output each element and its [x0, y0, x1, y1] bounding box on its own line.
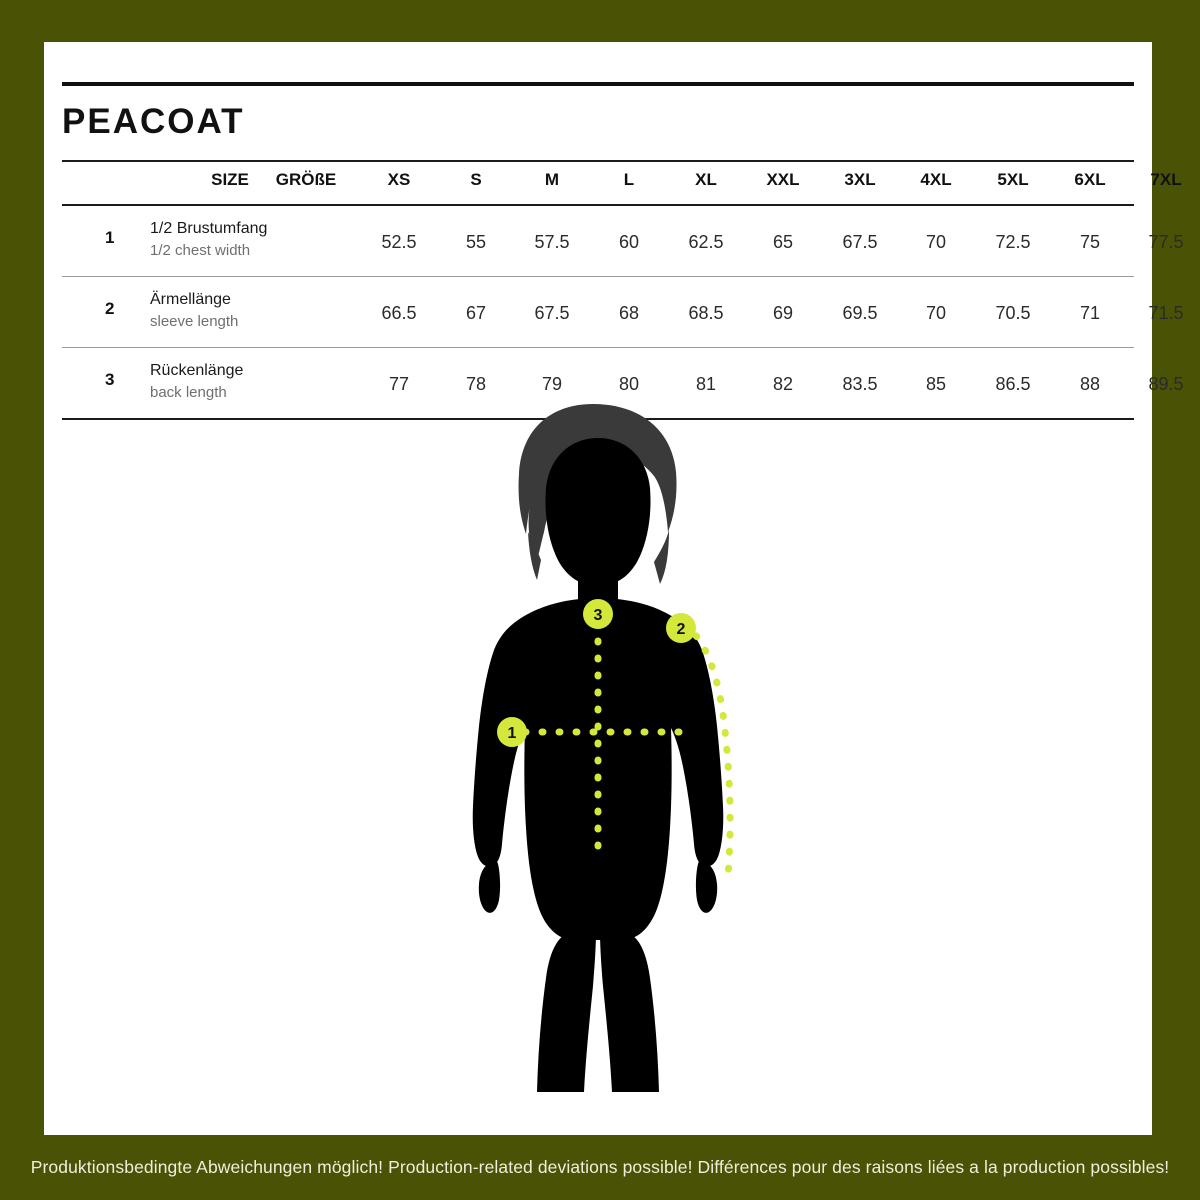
- footer-note-bar: Produktionsbedingte Abweichungen möglich…: [0, 1135, 1200, 1200]
- table-row: 1 1/2 Brustumfang 1/2 chest width 52.5 55 57.…: [62, 206, 1184, 276]
- measurement-value: 80: [618, 374, 640, 394]
- measurement-value: 89.5: [1148, 374, 1184, 394]
- column-header-size_de: GRÖßE: [275, 170, 337, 189]
- column-header-xxl: XXL: [766, 170, 800, 189]
- row-label: 1/2 Brustumfang 1/2 chest width: [150, 218, 350, 261]
- column-header-l: L: [623, 170, 635, 189]
- measurement-value: 60: [618, 232, 640, 252]
- hand-left: [478, 861, 501, 913]
- table-row: 2 Ärmellänge sleeve length 66.5 67 67.5 68 68.5…: [62, 277, 1184, 347]
- column-header-5xl: 5XL: [997, 170, 1029, 189]
- measurement-value: 55: [465, 232, 487, 252]
- svg-text:3: 3: [594, 607, 603, 624]
- measurement-value: 78: [465, 374, 487, 394]
- column-header-4xl: 4XL: [920, 170, 952, 189]
- row-divider: [62, 347, 1134, 348]
- measurement-value: 57.5: [534, 232, 570, 252]
- row-label-en: 1/2 chest width: [150, 242, 251, 259]
- measurement-value: 88: [1079, 374, 1101, 394]
- torso-shape: [472, 598, 724, 940]
- measurement-value: 67.5: [534, 303, 570, 323]
- measurement-value: 67: [465, 303, 487, 323]
- row-label-en: back length: [150, 384, 227, 401]
- marker-3[interactable]: 3: [583, 599, 613, 629]
- measure-line-sleeve-length: [680, 620, 734, 880]
- row-label: Ärmellänge sleeve length: [150, 289, 350, 332]
- table-body: 1 1/2 Brustumfang 1/2 chest width 52.5 55 57.…: [62, 206, 1184, 420]
- measurement-value: 69.5: [842, 303, 878, 323]
- marker-2[interactable]: 2: [666, 613, 696, 643]
- measurement-value: 83.5: [842, 374, 878, 394]
- measurement-value: 77.5: [1148, 232, 1184, 252]
- hair-sideburn-right: [654, 530, 669, 584]
- measurement-value: 82: [772, 374, 794, 394]
- measurement-value: 70: [925, 232, 947, 252]
- column-header-6xl: 6XL: [1074, 170, 1106, 189]
- measurement-value: 70.5: [995, 303, 1031, 323]
- measurement-value: 71: [1079, 303, 1101, 323]
- row-number: 2: [105, 299, 115, 318]
- title-divider: [62, 82, 1134, 86]
- table-header-row: SIZE GRÖßE XS S M L XL XXL 3XL 4XL 5XL 6XL 7XL: [62, 162, 1181, 204]
- measurement-value: 70: [925, 303, 947, 323]
- measurement-value: 71.5: [1148, 303, 1184, 323]
- measurement-value: 77: [388, 374, 410, 394]
- page-title: PEACOAT: [62, 102, 245, 141]
- body-measurement-figure: 3 2 1: [44, 392, 1152, 1092]
- row-number: 3: [105, 370, 115, 389]
- measurement-value: 85: [925, 374, 947, 394]
- column-header-3xl: 3XL: [844, 170, 876, 189]
- male-silhouette-diagram: 3 2 1: [472, 404, 734, 1092]
- marker-1[interactable]: 1: [497, 717, 527, 747]
- measurement-value: 72.5: [995, 232, 1031, 252]
- row-label-de: 1/2 Brustumfang: [150, 220, 268, 237]
- row-number: 1: [105, 228, 115, 247]
- measurement-value: 79: [541, 374, 563, 394]
- size-chart-sheet: PEACOAT SIZE GRÖßE XS S M L XL XXL 3XL 4XL 5XL 6XL 7…: [44, 42, 1184, 1135]
- table-row: 3 Rückenlänge back length 77 78 79 80 81 82 83.5 8…: [62, 348, 1184, 418]
- head-shape: [545, 438, 651, 586]
- row-label-de: Rückenlänge: [150, 362, 244, 379]
- svg-text:1: 1: [508, 725, 517, 742]
- column-header-xl: XL: [695, 170, 717, 189]
- column-header-m: M: [544, 170, 560, 189]
- row-label-en: sleeve length: [150, 313, 239, 330]
- measurement-value: 68: [618, 303, 640, 323]
- measurement-value: 62.5: [688, 232, 724, 252]
- column-header-s: S: [470, 170, 482, 189]
- row-label: Rückenlänge back length: [150, 360, 350, 403]
- row-divider: [62, 276, 1134, 277]
- column-header-7xl: 7XL: [1150, 170, 1182, 189]
- measurement-value: 68.5: [688, 303, 724, 323]
- leg-right: [600, 932, 659, 1092]
- measurement-value: 69: [772, 303, 794, 323]
- svg-text:2: 2: [677, 621, 686, 638]
- hair-sideburn-left: [528, 532, 541, 580]
- row-label-de: Ärmellänge: [150, 291, 231, 308]
- measurement-value: 66.5: [381, 303, 417, 323]
- table-top-divider: [62, 160, 1134, 162]
- measurement-value: 86.5: [995, 374, 1031, 394]
- hair-shape: [518, 404, 677, 534]
- size-table: SIZE GRÖßE XS S M L XL XXL 3XL 4XL 5XL 6XL 7XL 1 1/2 …: [62, 160, 1184, 420]
- header-divider: [62, 204, 1134, 206]
- measurement-value: 75: [1079, 232, 1101, 252]
- column-header-xs: XS: [387, 170, 411, 189]
- leg-left: [537, 932, 596, 1092]
- footer-note: Produktionsbedingte Abweichungen möglich…: [30, 1157, 1170, 1177]
- hand-right: [695, 861, 718, 913]
- column-header-size_en: SIZE: [211, 170, 249, 189]
- measurement-value: 52.5: [381, 232, 417, 252]
- measurement-value: 65: [772, 232, 794, 252]
- measurement-value: 67.5: [842, 232, 878, 252]
- measurement-value: 81: [695, 374, 717, 394]
